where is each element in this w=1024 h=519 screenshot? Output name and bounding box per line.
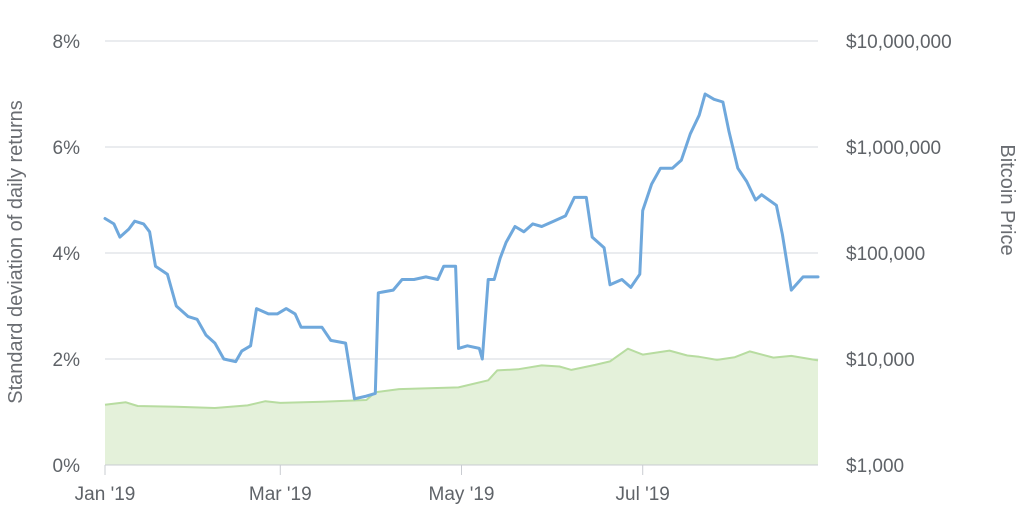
y-tick-label: 8% <box>53 32 81 53</box>
left-y-tick-labels: 0% 2% 4% 6% 8% <box>53 32 81 477</box>
gridlines <box>105 40 818 360</box>
y2-tick-label: $1,000,000 <box>846 138 941 159</box>
y-tick-label: 4% <box>53 244 81 265</box>
price-area-line <box>104 347 819 409</box>
x-tick-label: May '19 <box>429 484 495 505</box>
y2-tick-label: $10,000 <box>846 350 915 371</box>
y-tick-label: 2% <box>53 350 81 371</box>
price-area-series <box>104 347 819 465</box>
y2-tick-label: $10,000,000 <box>846 32 952 53</box>
volatility-line-series <box>103 92 820 401</box>
y-tick-label: 0% <box>53 456 81 477</box>
y2-tick-label: $100,000 <box>846 244 925 265</box>
right-axis-title: Bitcoin Price <box>996 144 1018 255</box>
volatility-line <box>103 92 820 401</box>
y-tick-label: 6% <box>53 138 81 159</box>
y2-tick-label: $1,000 <box>846 456 904 477</box>
price-area-fill <box>105 348 818 465</box>
left-axis-title: Standard deviation of daily returns <box>5 100 27 404</box>
right-y-tick-labels: $1,000 $10,000 $100,000 $1,000,000 $10,000,0… <box>846 32 952 477</box>
x-tick-label: Jan '19 <box>75 484 136 505</box>
x-tick-label: Mar '19 <box>249 484 312 505</box>
x-tick-labels: Jan '19 Mar '19 May '19 Jul '19 <box>75 465 670 505</box>
x-tick-label: Jul '19 <box>616 484 670 505</box>
